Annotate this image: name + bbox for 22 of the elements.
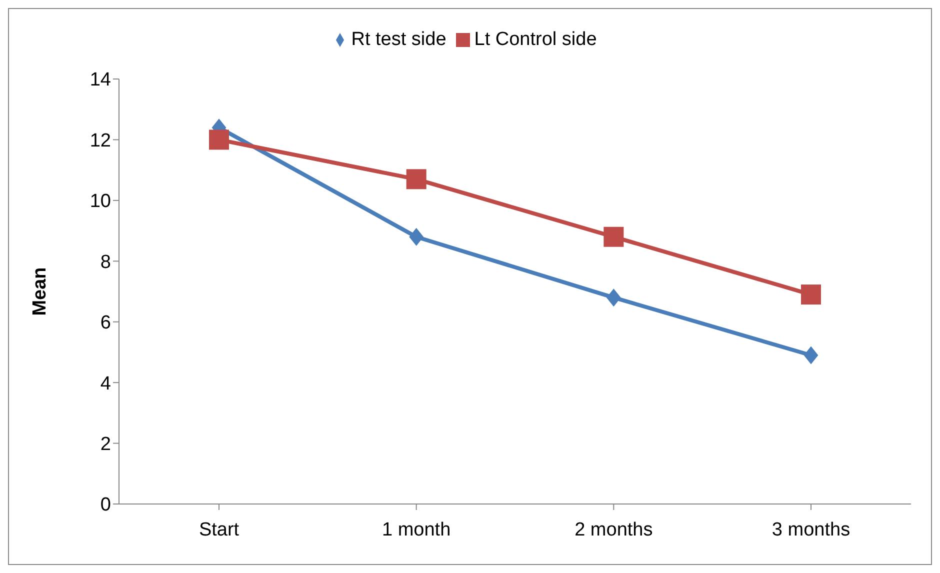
y-tick-label: 0 [100, 494, 111, 516]
legend-label: Rt test side [351, 29, 446, 50]
x-tick-label: Start [198, 519, 240, 540]
x-tick-label: 1 month [382, 519, 451, 540]
y-tick-label: 14 [90, 70, 112, 91]
x-tick-label: 2 months [574, 519, 653, 540]
point [604, 226, 624, 247]
point [606, 288, 621, 307]
y-tick-label: 10 [90, 191, 111, 212]
x-tick-label: 3 months [772, 519, 850, 540]
point [801, 284, 821, 305]
y-axis-title: Mean [30, 267, 51, 316]
point [804, 346, 818, 364]
y-tick-label: 4 [100, 373, 112, 394]
y-tick-label: 8 [100, 252, 111, 273]
legend-label: Lt Control side [474, 29, 597, 50]
y-tick-label: 6 [100, 312, 111, 334]
y-tick-label: 12 [90, 130, 111, 152]
y-tick-label: 2 [100, 434, 111, 456]
point [406, 169, 426, 190]
point [409, 228, 424, 246]
point [209, 130, 229, 150]
